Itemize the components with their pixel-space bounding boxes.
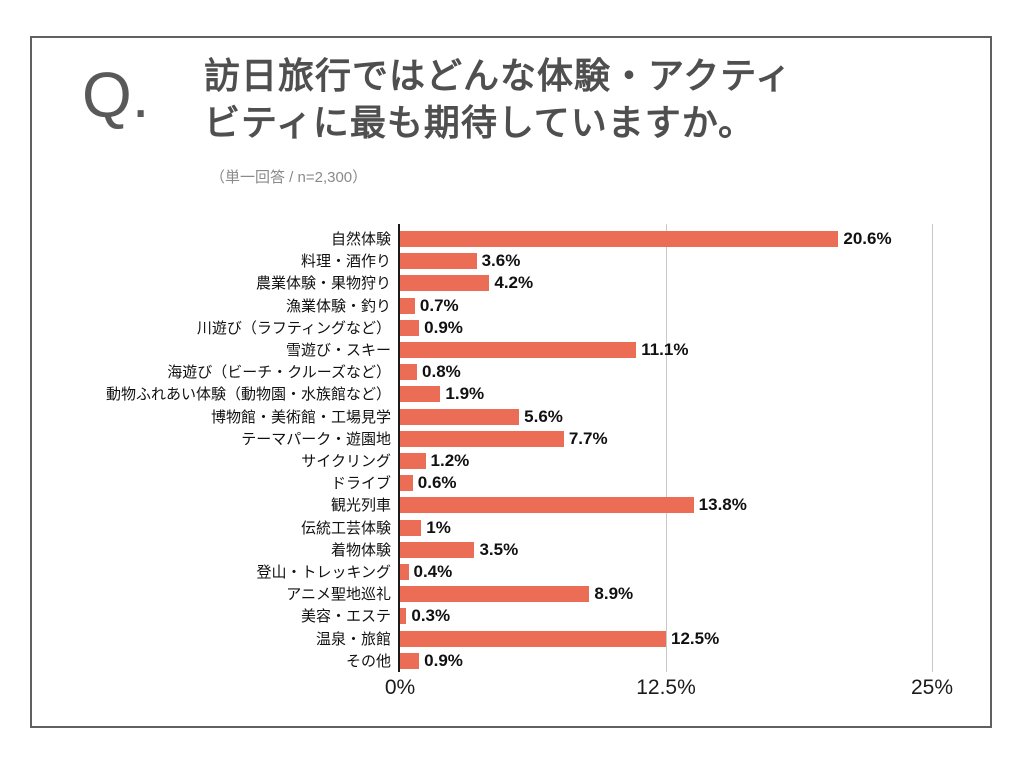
value-label: 7.7% bbox=[568, 428, 608, 448]
value-label: 0.9% bbox=[424, 317, 463, 337]
value-label: 0.4% bbox=[413, 562, 453, 581]
bar bbox=[400, 475, 413, 492]
category-label: 自然体験 bbox=[330, 231, 391, 248]
category-label: テーマパーク・遊園地 bbox=[241, 430, 391, 448]
value-label: 13.8% bbox=[698, 495, 747, 515]
bar bbox=[400, 652, 420, 669]
gridline-12.5% bbox=[666, 224, 667, 672]
category-label: ドライブ bbox=[330, 475, 391, 493]
value-label: 0.7% bbox=[419, 295, 459, 315]
bar bbox=[400, 364, 418, 381]
category-label: その他 bbox=[345, 652, 391, 670]
category-label: 博物館・美術館・工場見学 bbox=[210, 408, 391, 426]
value-label: 1% bbox=[426, 517, 451, 537]
category-label: 漁業体験・釣り bbox=[285, 297, 391, 315]
value-label: 8.9% bbox=[594, 584, 634, 604]
category-label: 雪遊び・スキー bbox=[285, 342, 391, 359]
question-mark-label: Q. bbox=[82, 59, 150, 131]
value-label: 4.2% bbox=[494, 273, 534, 293]
chart-title-line2: ビティに最も期待していますか。 bbox=[204, 102, 756, 143]
bar bbox=[400, 430, 564, 447]
chart-subtitle: （単一回答 / n=2,300） bbox=[210, 169, 368, 186]
category-label: 伝統工芸体験 bbox=[300, 519, 391, 537]
x-axis-tick-label: 0% bbox=[384, 676, 416, 699]
x-axis-tick-label: 12.5% bbox=[636, 676, 696, 699]
bar bbox=[400, 608, 407, 625]
plot-area: 自然体験 20.6% 料理・酒作り 3.6% 農業体験・果物狩り 4.2% 漁業体験・釣り 0… bbox=[106, 224, 953, 699]
bar bbox=[400, 586, 590, 603]
bar bbox=[400, 275, 490, 292]
bar bbox=[400, 519, 422, 536]
bar bbox=[400, 386, 441, 403]
value-label: 12.5% bbox=[671, 628, 720, 648]
bar bbox=[400, 297, 415, 314]
bar bbox=[400, 319, 420, 336]
bar bbox=[400, 541, 475, 558]
category-label: 美容・エステ bbox=[300, 608, 391, 626]
category-label: 温泉・旅館 bbox=[315, 630, 391, 648]
bar bbox=[400, 231, 839, 247]
value-label: 0.9% bbox=[424, 650, 463, 670]
value-label: 11.1% bbox=[641, 340, 689, 359]
value-label: 5.6% bbox=[524, 406, 563, 426]
category-label: 登山・トレッキング bbox=[256, 564, 391, 581]
category-label: 観光列車 bbox=[330, 497, 391, 515]
bar bbox=[400, 497, 694, 514]
chart-title: 訪日旅行ではどんな体験・アクティ ビティに最も期待していますか。 bbox=[204, 52, 792, 146]
category-label: アニメ聖地巡礼 bbox=[286, 586, 391, 604]
category-label: 海遊び（ビーチ・クルーズなど） bbox=[167, 364, 391, 382]
value-label: 0.3% bbox=[411, 606, 451, 626]
bar bbox=[400, 453, 426, 469]
value-label: 1.9% bbox=[445, 384, 485, 404]
value-label: 3.6% bbox=[481, 251, 521, 271]
value-label: 20.6% bbox=[843, 229, 892, 248]
bar bbox=[400, 564, 409, 580]
y-axis-line bbox=[398, 224, 400, 672]
value-label: 3.5% bbox=[479, 539, 519, 559]
category-label: 着物体験 bbox=[330, 541, 391, 559]
value-label: 0.8% bbox=[422, 362, 461, 382]
x-axis-tick-label: 25% bbox=[910, 676, 954, 699]
category-label: 川遊び（ラフティングなど） bbox=[196, 319, 391, 337]
chart-title-line1: 訪日旅行ではどんな体験・アクティ bbox=[204, 55, 793, 96]
bar bbox=[400, 408, 520, 425]
category-label: サイクリング bbox=[301, 453, 391, 470]
value-label: 0.6% bbox=[417, 473, 457, 493]
bar bbox=[400, 253, 477, 270]
bar bbox=[400, 342, 637, 358]
bar bbox=[400, 630, 666, 647]
category-label: 料理・酒作り bbox=[300, 253, 391, 271]
gridline-25% bbox=[932, 224, 933, 672]
category-label: 農業体験・果物狩り bbox=[255, 275, 391, 293]
value-label: 1.2% bbox=[430, 451, 470, 470]
category-label: 動物ふれあい体験（動物園・水族館など） bbox=[105, 386, 391, 404]
survey-slide: Q. 訪日旅行ではどんな体験・アクティ ビティに最も期待していますか。 （単一回… bbox=[30, 36, 992, 728]
